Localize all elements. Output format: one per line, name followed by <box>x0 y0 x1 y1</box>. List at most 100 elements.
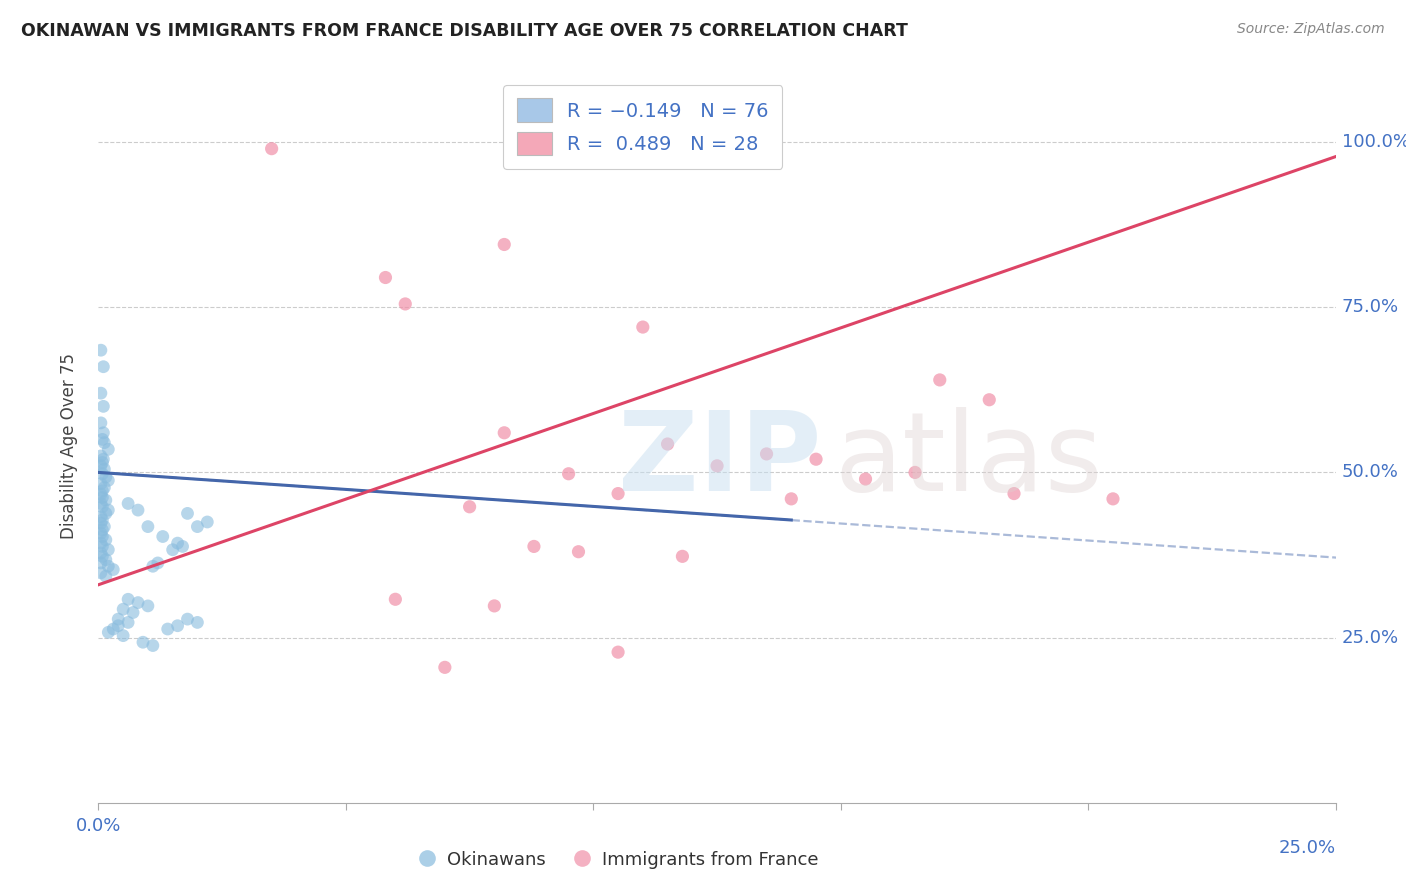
Legend: Okinawans, Immigrants from France: Okinawans, Immigrants from France <box>411 844 825 876</box>
Point <box>90 546 112 560</box>
Point <box>97 503 120 517</box>
Point <box>91 500 114 514</box>
Point <box>94 533 117 547</box>
Point <box>94 470 117 484</box>
Point <box>107 618 129 632</box>
Point <box>1102 491 1125 506</box>
Text: 75.0%: 75.0% <box>1341 298 1399 317</box>
Point <box>91 483 114 498</box>
Text: 100.0%: 100.0% <box>1341 133 1406 151</box>
Point <box>484 599 506 613</box>
Point <box>91 456 114 470</box>
Point <box>186 519 208 533</box>
Point <box>142 559 165 574</box>
Point <box>176 507 198 521</box>
Point <box>136 599 159 613</box>
Point <box>91 433 114 447</box>
Point <box>93 481 115 495</box>
Point <box>755 447 778 461</box>
Point <box>103 622 125 636</box>
Point <box>142 639 165 653</box>
Point <box>132 635 155 649</box>
Point <box>91 549 114 564</box>
Point <box>804 452 827 467</box>
Point <box>176 612 198 626</box>
Point <box>928 373 950 387</box>
Point <box>1002 486 1025 500</box>
Point <box>152 529 174 543</box>
Point <box>94 552 117 566</box>
Point <box>90 516 112 531</box>
Point <box>90 566 112 580</box>
Point <box>93 435 115 450</box>
Point <box>117 615 139 630</box>
Point <box>433 660 456 674</box>
Point <box>374 270 396 285</box>
Point <box>90 343 112 358</box>
Point <box>94 507 117 521</box>
Point <box>523 540 546 554</box>
Point <box>94 493 117 508</box>
Point <box>195 515 218 529</box>
Point <box>657 437 679 451</box>
Point <box>90 476 112 491</box>
Text: 25.0%: 25.0% <box>1278 839 1336 857</box>
Point <box>394 297 416 311</box>
Point <box>631 320 654 334</box>
Point <box>122 606 145 620</box>
Point <box>567 545 589 559</box>
Point <box>117 496 139 510</box>
Point <box>162 542 184 557</box>
Point <box>93 359 115 374</box>
Point <box>91 540 114 554</box>
Point <box>91 529 114 543</box>
Point <box>91 513 114 527</box>
Point <box>706 458 728 473</box>
Point <box>97 442 120 457</box>
Point <box>91 467 114 481</box>
Point <box>146 556 169 570</box>
Point <box>458 500 481 514</box>
Point <box>855 472 877 486</box>
Point <box>90 487 112 501</box>
Point <box>90 509 112 524</box>
Text: 25.0%: 25.0% <box>1341 629 1399 647</box>
Point <box>156 622 179 636</box>
Point <box>557 467 579 481</box>
Point <box>112 629 135 643</box>
Point <box>93 425 115 440</box>
Text: Source: ZipAtlas.com: Source: ZipAtlas.com <box>1237 22 1385 37</box>
Point <box>91 523 114 537</box>
Point <box>94 569 117 583</box>
Point <box>107 612 129 626</box>
Point <box>90 449 112 463</box>
Point <box>91 491 114 505</box>
Point <box>90 556 112 570</box>
Point <box>260 142 283 156</box>
Y-axis label: Disability Age Over 75: Disability Age Over 75 <box>59 353 77 539</box>
Point <box>384 592 406 607</box>
Point <box>166 536 188 550</box>
Point <box>97 559 120 574</box>
Point <box>136 519 159 533</box>
Point <box>117 592 139 607</box>
Point <box>127 503 149 517</box>
Point <box>97 474 120 488</box>
Point <box>90 496 112 510</box>
Point <box>90 416 112 430</box>
Point <box>93 462 115 476</box>
Point <box>90 536 112 550</box>
Point <box>904 466 927 480</box>
Point <box>103 563 125 577</box>
Text: atlas: atlas <box>835 407 1104 514</box>
Point <box>607 486 630 500</box>
Point <box>90 458 112 473</box>
Point <box>780 491 803 506</box>
Point <box>97 625 120 640</box>
Text: ZIP: ZIP <box>619 407 821 514</box>
Point <box>494 425 516 440</box>
Point <box>90 526 112 541</box>
Point <box>494 237 516 252</box>
Point <box>97 542 120 557</box>
Point <box>93 400 115 414</box>
